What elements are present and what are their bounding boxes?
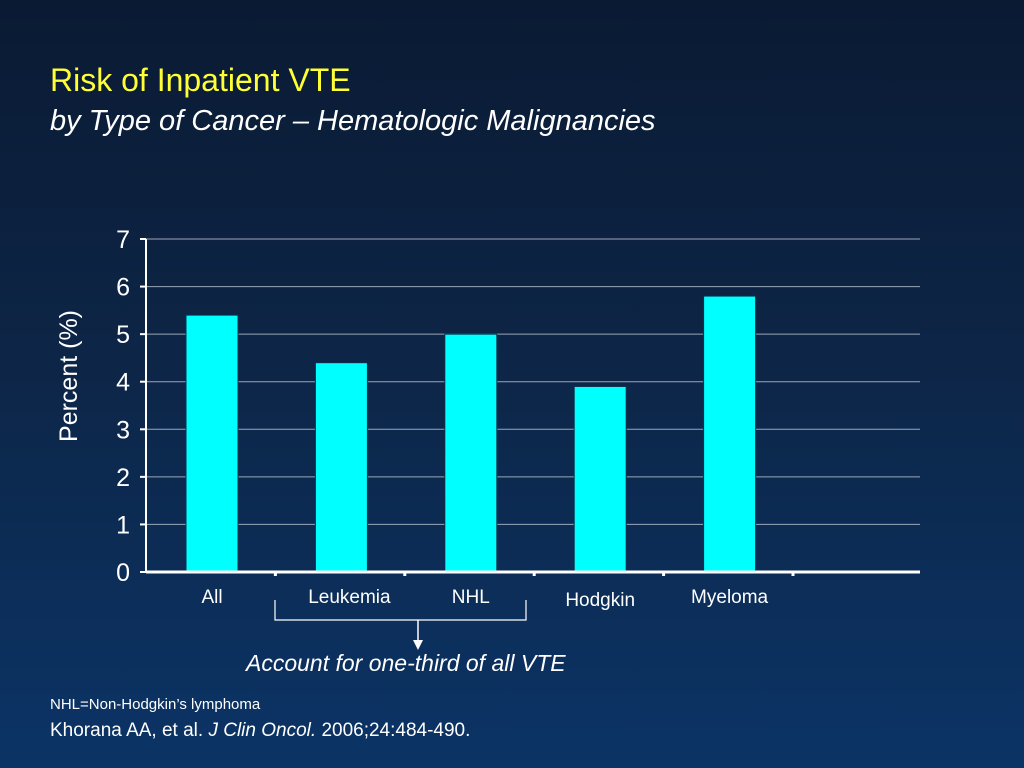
- y-tick-label: 4: [116, 369, 130, 397]
- labels: 0 1 2 3 4 5 6 7 All Leukemia NHL Hodgkin Myeloma Perc…: [55, 226, 769, 611]
- y-tick-label: 0: [116, 559, 130, 587]
- y-tick-label: 5: [116, 321, 130, 349]
- x-category-label: All: [201, 587, 222, 608]
- y-tick-label: 1: [116, 511, 130, 539]
- bracket-arrow-head: [413, 640, 423, 650]
- bar-leukemia: [314, 362, 368, 573]
- slide-title: Risk of Inpatient VTE: [50, 62, 351, 98]
- bar-myeloma: [703, 295, 757, 573]
- y-axis-title: Percent (%): [55, 310, 83, 442]
- citation-journal: J Clin Oncol.: [208, 720, 317, 741]
- x-category-label: NHL: [452, 587, 490, 608]
- y-tick-label: 2: [116, 464, 130, 492]
- bracket: [274, 600, 527, 621]
- x-category-label: Myeloma: [691, 587, 769, 608]
- citation-details: 2006;24:484-490.: [321, 720, 471, 741]
- axes: [140, 238, 920, 650]
- bracket-note: Account for one-third of all VTE: [246, 650, 566, 676]
- footnote: NHL=Non-Hodgkin’s lymphoma: [50, 696, 261, 713]
- bar-all: [185, 314, 239, 573]
- y-tick-label: 7: [116, 226, 130, 254]
- bar-nhl: [444, 333, 498, 573]
- slide-subtitle: by Type of Cancer – Hematologic Malignan…: [50, 105, 656, 137]
- bar-hodgkin: [573, 385, 627, 573]
- y-tick-label: 3: [116, 416, 130, 444]
- citation: Khorana AA, et al. J Clin Oncol. 2006;24…: [50, 720, 470, 742]
- bars: [185, 295, 757, 573]
- gridlines: [146, 238, 920, 525]
- x-category-label: Hodgkin: [565, 590, 635, 611]
- citation-authors: Khorana AA, et al.: [50, 720, 204, 741]
- y-tick-label: 6: [116, 274, 130, 302]
- x-category-label: Leukemia: [308, 587, 391, 608]
